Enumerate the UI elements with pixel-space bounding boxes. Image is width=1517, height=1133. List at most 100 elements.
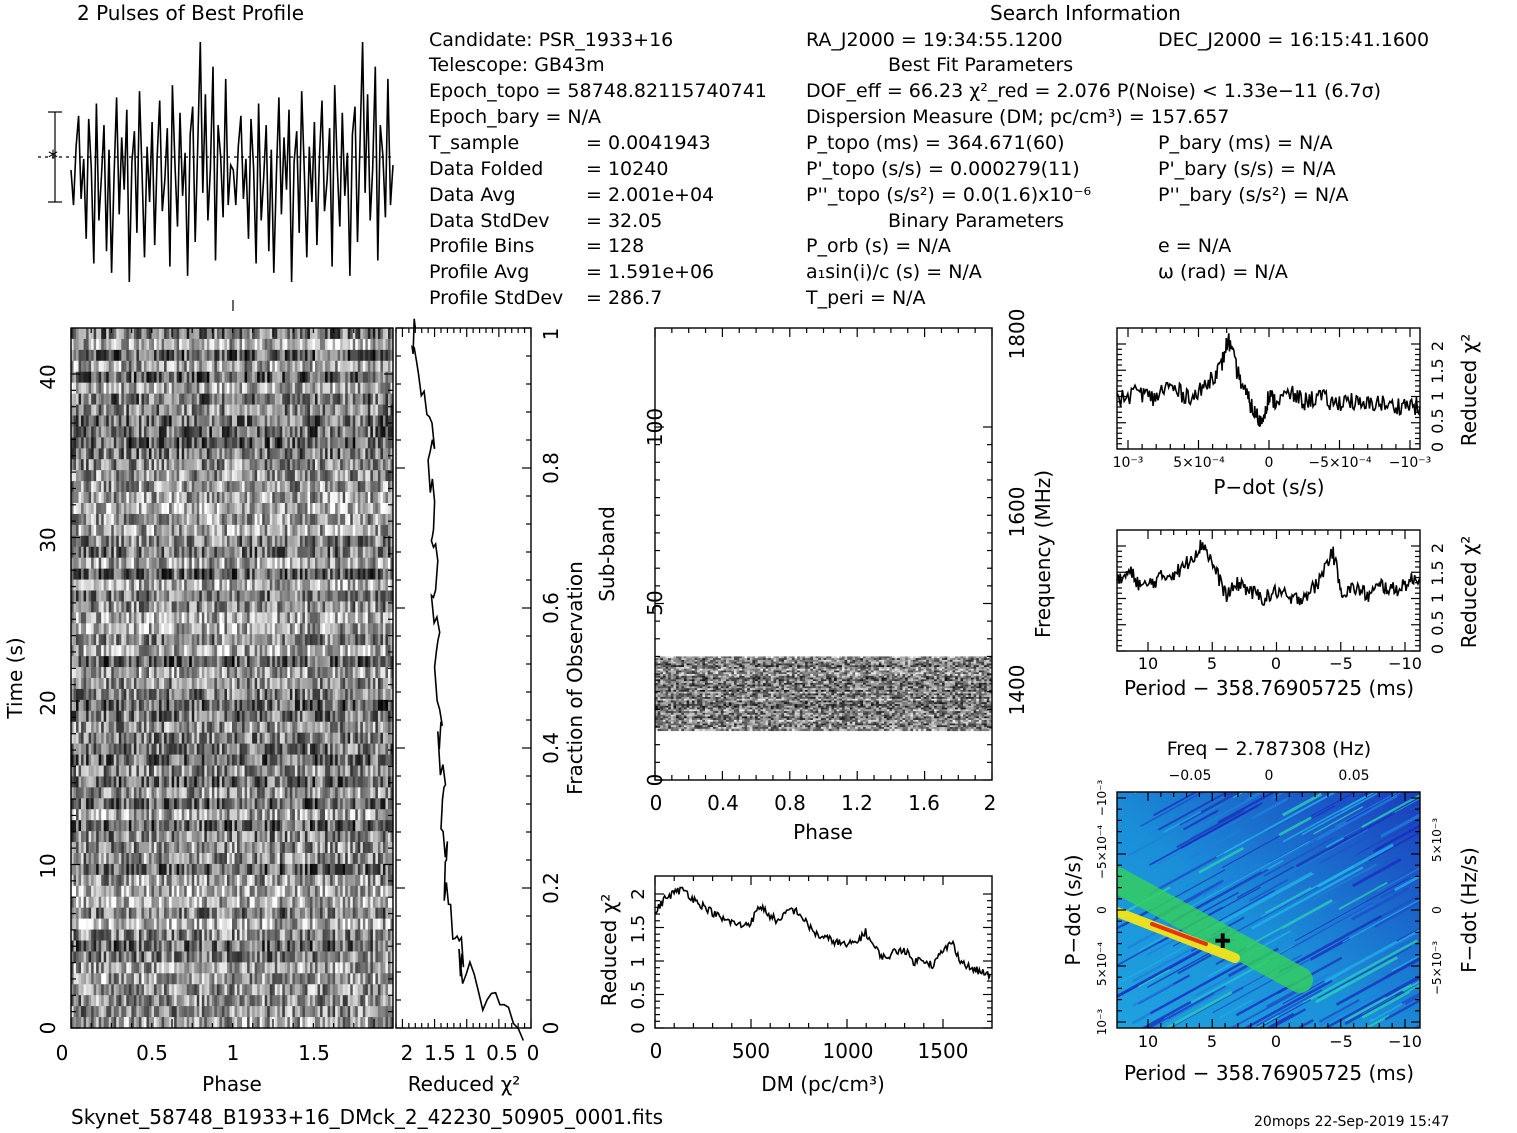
time-phase-cell [365, 349, 369, 362]
time-phase-cell [360, 492, 364, 504]
time-phase-cell [196, 349, 200, 362]
search-pdd-bary: P''_bary (s/s²) = N/A [1158, 184, 1348, 206]
time-phase-cell [337, 492, 341, 504]
time-phase-cell [239, 448, 243, 460]
time-phase-cell [274, 634, 278, 646]
time-phase-cell [176, 481, 180, 493]
time-phase-cell [161, 415, 165, 428]
time-phase-cell [88, 699, 92, 712]
time-phase-cell [151, 667, 155, 679]
time-phase-cell [88, 481, 92, 493]
time-phase-cell [352, 437, 356, 449]
time-phase-cell [382, 393, 387, 406]
time-phase-cell [116, 448, 120, 460]
time-phase-cell [148, 382, 153, 395]
time-phase-cell [247, 360, 251, 373]
time-phase-cell [375, 503, 379, 515]
time-phase-cell [380, 513, 384, 526]
time-phase-cell [206, 732, 210, 745]
time-phase-cell [179, 415, 183, 428]
time-phase-cell [204, 721, 208, 734]
time-phase-cell [355, 645, 359, 657]
time-phase-cell [141, 568, 145, 581]
time-phase-cell [196, 503, 200, 515]
time-phase-cell [365, 328, 369, 340]
time-phase-cell [277, 656, 281, 668]
time-phase-cell [390, 568, 394, 581]
time-phase-cell [257, 492, 261, 504]
time-phase-cell [325, 557, 329, 570]
time-phase-cell [154, 349, 158, 362]
time-phase-cell [146, 699, 150, 712]
time-phase-cell [337, 623, 341, 635]
time-phase-cell [93, 623, 97, 635]
time-phase-cell [289, 645, 293, 657]
time-phase-cell [274, 678, 278, 690]
time-phase-cell [91, 382, 95, 395]
time-phase-cell [128, 732, 132, 745]
time-phase-cell [219, 448, 223, 460]
time-phase-cell [169, 557, 173, 570]
time-phase-cell [332, 382, 336, 395]
time-phase-cell [247, 546, 251, 559]
time-phase-cell [156, 688, 160, 701]
time-phase-cell [86, 349, 90, 362]
time-phase-cell [216, 328, 221, 340]
time-phase-cell [219, 393, 223, 406]
time-phase-cell [252, 459, 256, 471]
time-phase-cell [93, 557, 97, 570]
time-phase-cell [312, 415, 316, 428]
time-phase-cell [289, 338, 293, 351]
time-phase-cell [171, 710, 175, 723]
time-phase-cell [96, 328, 100, 340]
time-phase-cell [249, 721, 253, 734]
time-phase-cell [211, 415, 215, 428]
time-phase-cell [229, 721, 233, 734]
time-phase-cell [237, 699, 241, 712]
time-phase-cell [234, 338, 238, 351]
time-phase-cell [277, 415, 281, 428]
time-phase-cell [239, 470, 243, 482]
time-phase-cell [297, 415, 301, 428]
time-phase-cell [332, 710, 336, 723]
time-phase-cell [113, 678, 117, 690]
time-phase-cell [78, 448, 82, 460]
time-phase-cell [244, 492, 248, 504]
time-phase-cell [304, 524, 309, 537]
time-phase-cell [199, 426, 203, 438]
time-phase-cell [372, 426, 376, 438]
time-phase-cell [287, 404, 291, 417]
time-phase-cell [277, 568, 281, 581]
time-phase-cell [284, 448, 288, 460]
time-phase-cell [83, 415, 87, 428]
time-phase-cell [133, 393, 138, 406]
time-phase-cell [289, 612, 293, 624]
time-phase-cell [360, 470, 364, 482]
time-phase-cell [327, 699, 331, 712]
time-phase-cell [299, 328, 304, 340]
time-phase-cell [161, 360, 165, 373]
time-phase-cell [146, 524, 150, 537]
time-phase-cell [380, 404, 384, 417]
time-phase-cell [267, 349, 271, 362]
time-phase-cell [232, 360, 236, 373]
time-phase-cell [347, 481, 351, 493]
time-phase-cell [191, 568, 195, 581]
time-phase-cell [204, 338, 208, 351]
time-phase-cell [327, 426, 331, 438]
time-phase-cell [332, 459, 336, 471]
time-phase-cell [365, 590, 369, 603]
time-phase-cell [118, 371, 122, 384]
time-phase-cell [297, 688, 301, 701]
time-phase-cell [320, 393, 324, 406]
time-phase-cell [204, 404, 208, 417]
time-phase-cell [194, 382, 198, 395]
time-phase-cell [239, 535, 243, 548]
time-phase-cell [317, 645, 321, 657]
time-phase-cell [312, 535, 316, 548]
time-phase-cell [131, 393, 135, 406]
time-phase-cell [111, 459, 115, 471]
info-profile-stddev-label: Profile StdDev [429, 287, 563, 309]
time-phase-cell [284, 437, 288, 449]
time-phase-cell [242, 448, 246, 460]
